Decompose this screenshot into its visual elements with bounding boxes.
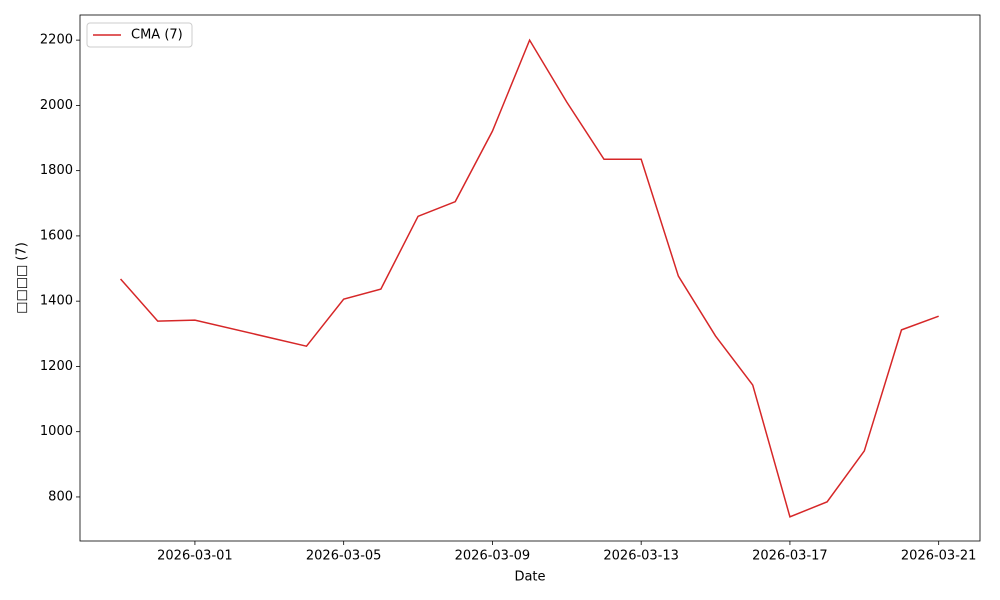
x-axis-label: Date xyxy=(514,570,545,585)
x-tick-label: 2026-03-09 xyxy=(455,549,531,564)
plot-frame xyxy=(79,14,981,542)
y-tick-label: 1200 xyxy=(40,359,73,374)
y-tick-label: 2200 xyxy=(40,33,73,48)
y-tick-label: 1600 xyxy=(40,228,73,243)
x-tick-label: 2026-03-21 xyxy=(901,549,977,564)
x-tick-label: 2026-03-13 xyxy=(603,549,679,564)
x-tick-label: 2026-03-05 xyxy=(306,549,382,564)
x-tick-label: 2026-03-01 xyxy=(157,549,233,564)
y-tick-label: 800 xyxy=(48,489,73,504)
y-tick-label: 2000 xyxy=(40,98,73,113)
x-tick-label: 2026-03-17 xyxy=(752,549,828,564)
legend-label: CMA (7) xyxy=(131,28,183,43)
data-line xyxy=(119,38,939,518)
y-tick-label: 1000 xyxy=(40,424,73,439)
y-tick-label: 1800 xyxy=(40,163,73,178)
y-axis-label: □□□□ (7) xyxy=(15,242,30,314)
y-tick-label: 1400 xyxy=(40,294,73,309)
legend-box xyxy=(86,22,193,48)
